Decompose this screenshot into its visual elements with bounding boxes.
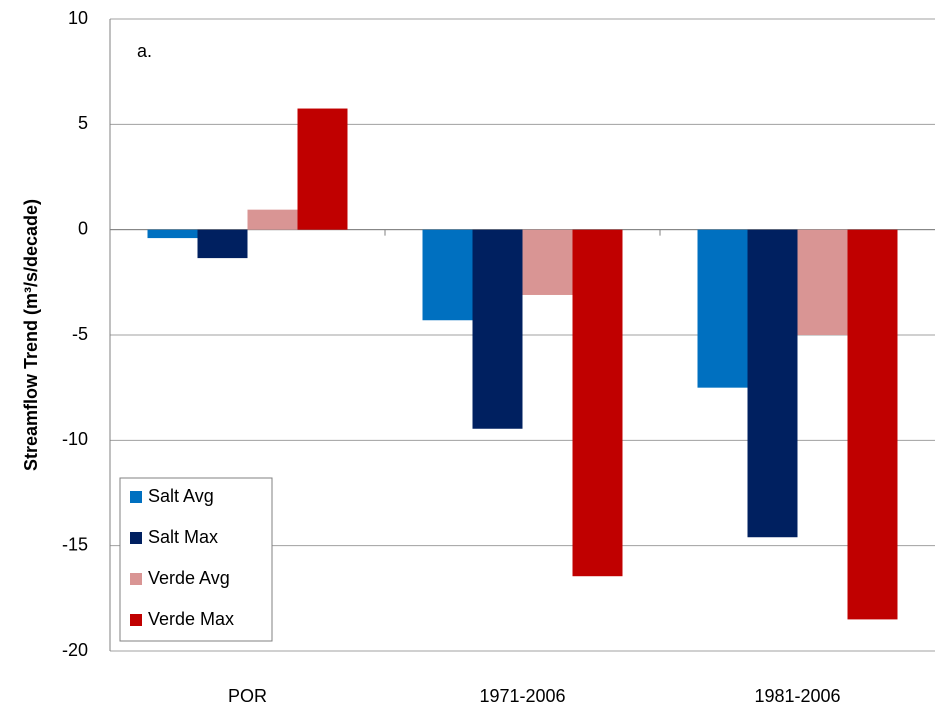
bar — [747, 229, 798, 538]
bar — [522, 229, 573, 295]
y-axis-label: Streamflow Trend (m³/s/decade) — [21, 199, 41, 471]
y-tick-label: 0 — [78, 218, 88, 238]
y-tick-label: -10 — [62, 429, 88, 449]
bar — [197, 229, 248, 259]
annotation: a. — [137, 41, 152, 61]
bar — [422, 229, 473, 321]
bars — [147, 108, 898, 620]
legend-label: Verde Avg — [148, 568, 230, 588]
legend-swatch — [130, 614, 142, 626]
legend-label: Salt Max — [148, 527, 218, 547]
bar — [572, 229, 623, 577]
x-tick-label: POR — [228, 686, 267, 704]
bar — [847, 229, 898, 620]
bar — [147, 229, 198, 239]
legend-swatch — [130, 532, 142, 544]
legend-swatch — [130, 573, 142, 585]
x-tick-label: 1971-2006 — [479, 686, 565, 704]
y-tick-label: -15 — [62, 534, 88, 554]
bar — [297, 108, 348, 230]
bar — [797, 229, 848, 335]
y-tick-label: 10 — [68, 8, 88, 28]
y-tick-label: 5 — [78, 113, 88, 133]
y-tick-label: -20 — [62, 640, 88, 660]
legend-box — [119, 477, 273, 642]
bar — [697, 229, 748, 388]
legend-label: Salt Avg — [148, 486, 214, 506]
legend-label: Verde Max — [148, 609, 234, 629]
y-tick-label: -5 — [72, 324, 88, 344]
bar — [472, 229, 523, 429]
bar — [247, 209, 298, 230]
legend-swatch — [130, 491, 142, 503]
x-tick-label: 1981-2006 — [754, 686, 840, 704]
